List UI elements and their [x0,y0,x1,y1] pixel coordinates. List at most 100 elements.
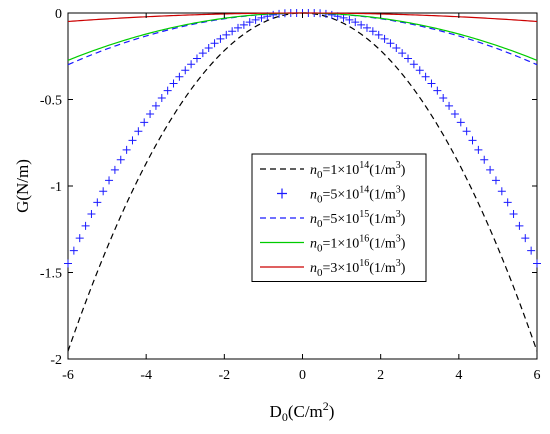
series-1-point [409,60,418,69]
x-axis-title-base: D [270,402,282,421]
legend-label-part: ) [401,261,406,276]
series-1-point [110,165,119,174]
x-axis-title-sup: 2 [323,399,329,413]
series-1-point [439,94,448,103]
series-1-point [192,54,201,63]
series-1-point [433,86,442,95]
series-1-point [398,49,407,58]
series-1-point [445,101,454,110]
series-1-point [497,187,506,196]
series-1-point [81,221,90,230]
series-1-point [134,127,143,136]
series-1-point [181,66,190,75]
legend-label-part: =5×10 [323,212,360,227]
legend-label-part: (1/m [369,163,396,178]
series-1-point [251,15,260,24]
x-tick-label: 2 [377,368,384,383]
series-1-point [105,176,114,185]
legend-label-part: 3 [396,209,401,220]
legend-label-part: 0 [317,194,323,206]
series-1-point [245,18,254,27]
series-1-point [450,109,459,118]
series-1-markers [64,9,541,268]
legend-label-part: 0 [317,169,323,181]
series-1-point [75,234,84,243]
series-1-point [380,34,389,43]
legend-label-part: 3 [396,258,401,269]
legend-label-part: (1/m [369,212,396,227]
series-1-point [345,15,354,24]
series-1-point [128,136,137,145]
legend-label-1: n0=5×1014(1/m3) [310,185,406,206]
series-1-point [157,94,166,103]
series-1-point [239,20,248,29]
x-axis-title-sub: 0 [282,410,288,424]
series-1-point [87,209,96,218]
series-1-point [509,209,518,218]
x-tick-label: -6 [62,368,74,383]
tick-layer: -6 -4 -2 0 2 4 6 0 -0.5 -1 -1.5 -2 [40,7,541,383]
series-1-point [503,198,512,207]
series-1-point [351,18,360,27]
legend-label-part: 3 [396,160,401,171]
legend-label-part: 0 [317,243,323,255]
series-1-point [228,27,237,36]
legend-label-part: 15 [359,209,369,220]
legend-label-part: ) [401,237,406,252]
series-1-point [175,72,184,81]
series-1-point [163,86,172,95]
legend-label-part: =3×10 [323,261,360,276]
legend-label-part: 16 [359,258,369,269]
legend-label-part: n [310,261,317,276]
legend-label-part: n [310,237,317,252]
legend-label-4: n0=3×1016(1/m3) [310,258,406,279]
legend-label-3: n0=1×1016(1/m3) [310,234,406,255]
series-1-point [486,165,495,174]
series-1-point [362,23,371,32]
legend-label-part: =1×10 [323,237,360,252]
series-1-point [116,155,125,164]
series-1-point [210,39,219,48]
series-1-point [368,27,377,36]
legend-label-part: 16 [359,234,369,245]
y-axis-title: G(N/m) [13,159,32,213]
y-tick-label: -1 [50,180,62,195]
series-1-point [198,49,207,58]
series-1-point [140,118,149,127]
x-axis-title-tail: ) [329,402,335,421]
series-1-point [187,60,196,69]
legend-label-part: 3 [396,234,401,245]
series-1-point [515,221,524,230]
x-tick-label: 4 [455,368,462,383]
series-1-point [122,145,131,154]
series-1-point [151,101,160,110]
series-1-point [415,66,424,75]
series-1-point [234,23,243,32]
y-tick-label: -2 [50,353,62,368]
legend-label-part: 14 [359,185,369,196]
series-1-point [404,54,413,63]
series-1-point [462,127,471,136]
series-1-point [374,30,383,39]
series-1-point [93,198,102,207]
x-axis-title-unit: (C/m [288,402,323,421]
series-1-point [169,79,178,88]
series-1-point [269,10,278,19]
y-tick-label: 0 [55,7,62,22]
series-1-point [386,39,395,48]
legend-label-part: n [310,163,317,178]
legend-label-part: n [310,188,317,203]
legend-label-part: 0 [317,267,323,279]
legend-label-0: n0=1×1014(1/m3) [310,160,406,181]
series-1-point [339,13,348,22]
series-1-point [427,79,436,88]
legend-label-part: 3 [396,185,401,196]
legend-label-part: (1/m [369,261,396,276]
legend-swatch-1 [277,188,287,199]
x-tick-label: 6 [534,368,541,383]
legend-label-part: (1/m [369,237,396,252]
series-1-point [216,34,225,43]
legend-label-2: n0=5×1015(1/m3) [310,209,406,230]
legend-label-part: =1×10 [323,163,360,178]
